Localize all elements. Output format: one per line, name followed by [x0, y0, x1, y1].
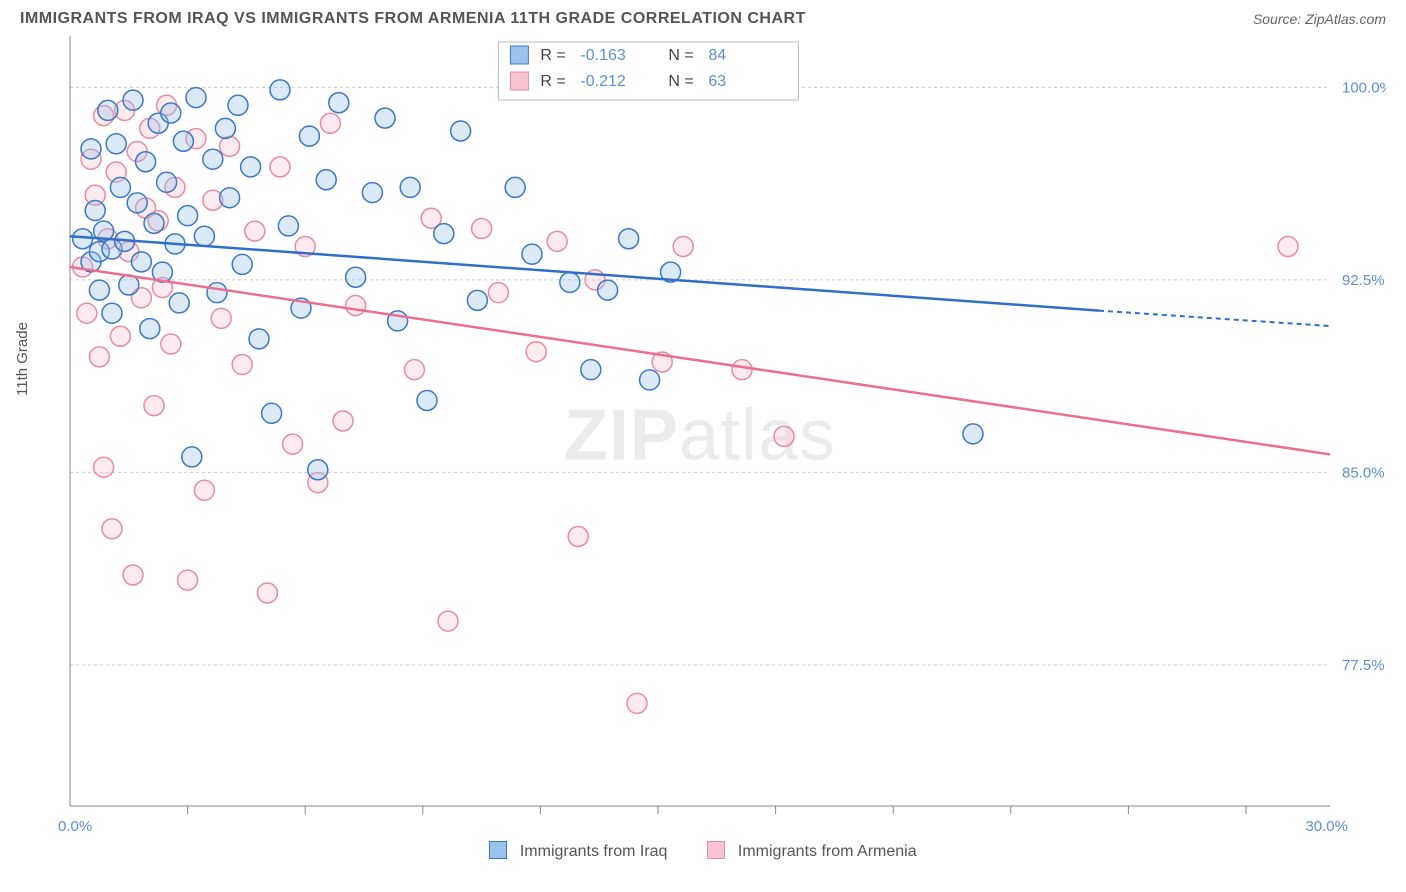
svg-text:92.5%: 92.5%: [1342, 272, 1385, 289]
svg-text:R =: R =: [540, 73, 565, 90]
svg-text:100.0%: 100.0%: [1342, 79, 1386, 96]
svg-text:85.0%: 85.0%: [1342, 464, 1385, 481]
svg-text:-0.163: -0.163: [580, 47, 625, 64]
svg-text:R =: R =: [540, 47, 565, 64]
legend-top: R = -0.163 N = 84 R = -0.212 N = 63: [498, 42, 798, 100]
legend-item-iraq: Immigrants from Iraq: [489, 841, 667, 861]
svg-text:-0.212: -0.212: [580, 73, 625, 90]
svg-text:77.5%: 77.5%: [1342, 657, 1385, 674]
svg-text:63: 63: [708, 73, 726, 90]
svg-text:ZIPatlas: ZIPatlas: [564, 396, 836, 476]
bottom-legend: Immigrants from Iraq Immigrants from Arm…: [0, 841, 1406, 861]
x-axis-max-label: 30.0%: [1305, 818, 1348, 835]
legend-swatch-pink: [707, 841, 725, 859]
legend-swatch-blue: [489, 841, 507, 859]
svg-text:84: 84: [708, 47, 726, 64]
legend-item-armenia: Immigrants from Armenia: [707, 841, 916, 861]
chart-title: IMMIGRANTS FROM IRAQ VS IMMIGRANTS FROM …: [20, 10, 806, 28]
svg-text:N =: N =: [668, 73, 693, 90]
correlation-chart: 100.0% 92.5% 85.0% 77.5% ZIPatlas R = -0.163 N …: [20, 36, 1386, 816]
source-attribution: Source: ZipAtlas.com: [1253, 11, 1386, 27]
svg-text:N =: N =: [668, 47, 693, 64]
y-axis-label: 11th Grade: [14, 322, 31, 396]
x-axis-min-label: 0.0%: [58, 818, 92, 835]
